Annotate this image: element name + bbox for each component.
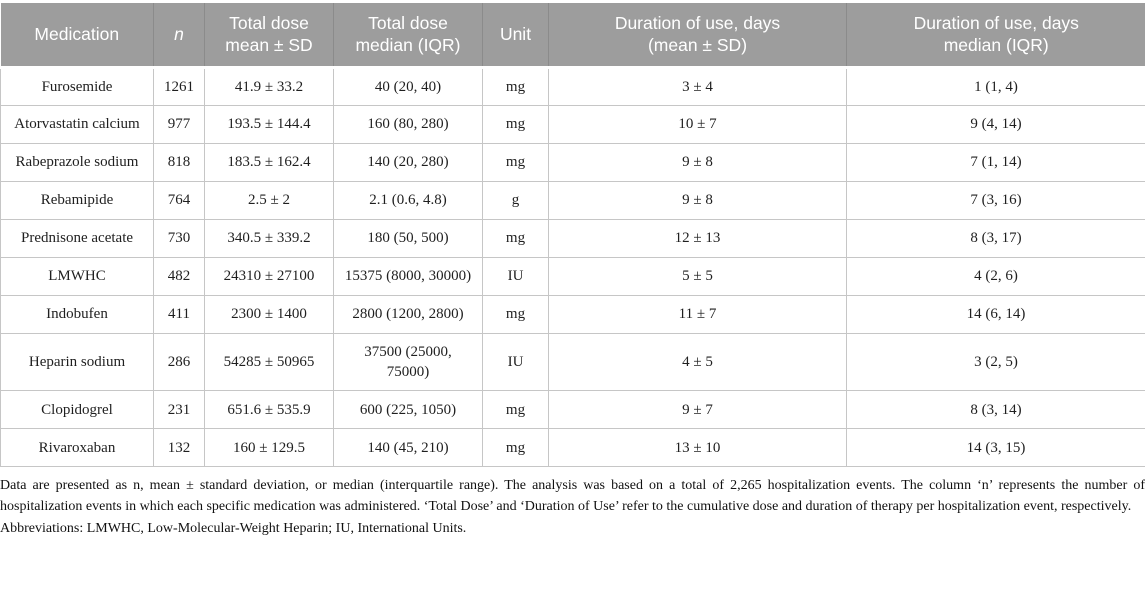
column-header-duration-median: Duration of use, days median (IQR) bbox=[846, 3, 1145, 69]
cell-total-dose-median: 140 (45, 210) bbox=[333, 428, 483, 468]
cell-medication: Rabeprazole sodium bbox=[0, 142, 154, 182]
cell-total-dose-median: 2.1 (0.6, 4.8) bbox=[333, 180, 483, 220]
cell-total-dose-mean: 651.6 ± 535.9 bbox=[204, 390, 334, 430]
cell-duration-mean: 11 ± 7 bbox=[548, 294, 847, 334]
cell-duration-median: 8 (3, 17) bbox=[846, 218, 1145, 258]
column-header-total-dose-median: Total dose median (IQR) bbox=[333, 3, 483, 69]
cell-medication: Clopidogrel bbox=[0, 390, 154, 430]
column-header-unit: Unit bbox=[482, 3, 549, 69]
table-footnotes: Data are presented as n, mean ± standard… bbox=[0, 475, 1145, 539]
cell-duration-median: 8 (3, 14) bbox=[846, 390, 1145, 430]
table-header: Medication n Total dose mean ± SD Total dos… bbox=[0, 3, 1145, 69]
table-row-heparin-sodium: Heparin sodium 286 54285 ± 50965 37500 (250… bbox=[0, 332, 1145, 392]
cell-total-dose-mean: 160 ± 129.5 bbox=[204, 428, 334, 468]
cell-total-dose-median: 600 (225, 1050) bbox=[333, 390, 483, 430]
cell-n: 818 bbox=[153, 142, 205, 182]
cell-total-dose-mean: 2300 ± 1400 bbox=[204, 294, 334, 334]
cell-total-dose-median: 2800 (1200, 2800) bbox=[333, 294, 483, 334]
cell-medication: Heparin sodium bbox=[0, 332, 154, 392]
cell-unit: mg bbox=[482, 390, 549, 430]
column-header-medication: Medication bbox=[0, 3, 154, 69]
cell-n: 730 bbox=[153, 218, 205, 258]
cell-duration-mean: 3 ± 4 bbox=[548, 66, 847, 106]
cell-duration-median: 7 (1, 14) bbox=[846, 142, 1145, 182]
table-body: Furosemide 1261 41.9 ± 33.2 40 (20, 40) mg 3 … bbox=[0, 66, 1145, 468]
cell-unit: g bbox=[482, 180, 549, 220]
table-row-atorvastatin-calcium: Atorvastatin calcium 977 193.5 ± 144.4 160 … bbox=[0, 104, 1145, 144]
cell-duration-median: 1 (1, 4) bbox=[846, 66, 1145, 106]
cell-duration-mean: 12 ± 13 bbox=[548, 218, 847, 258]
medication-usage-table-figure: Medication n Total dose mean ± SD Total dos… bbox=[0, 3, 1145, 539]
table-row-clopidogrel: Clopidogrel 231 651.6 ± 535.9 600 (225, 105… bbox=[0, 390, 1145, 430]
cell-n: 411 bbox=[153, 294, 205, 334]
table-row-lmwhc: LMWHC 482 24310 ± 27100 15375 (8000, 30000)… bbox=[0, 256, 1145, 296]
cell-total-dose-median: 37500 (25000, 75000) bbox=[333, 332, 483, 392]
cell-unit: mg bbox=[482, 218, 549, 258]
cell-medication: Rebamipide bbox=[0, 180, 154, 220]
cell-total-dose-mean: 2.5 ± 2 bbox=[204, 180, 334, 220]
cell-unit: IU bbox=[482, 256, 549, 296]
cell-duration-median: 14 (3, 15) bbox=[846, 428, 1145, 468]
medication-table: Medication n Total dose mean ± SD Total dos… bbox=[0, 3, 1145, 468]
column-header-duration-mean: Duration of use, days (mean ± SD) bbox=[548, 3, 847, 69]
cell-n: 231 bbox=[153, 390, 205, 430]
cell-total-dose-mean: 183.5 ± 162.4 bbox=[204, 142, 334, 182]
table-row-rebamipide: Rebamipide 764 2.5 ± 2 2.1 (0.6, 4.8) g 9 ± 8… bbox=[0, 180, 1145, 220]
cell-n: 132 bbox=[153, 428, 205, 468]
cell-total-dose-median: 180 (50, 500) bbox=[333, 218, 483, 258]
cell-n: 1261 bbox=[153, 66, 205, 106]
cell-unit: mg bbox=[482, 294, 549, 334]
cell-total-dose-median: 160 (80, 280) bbox=[333, 104, 483, 144]
cell-total-dose-mean: 54285 ± 50965 bbox=[204, 332, 334, 392]
cell-duration-mean: 9 ± 8 bbox=[548, 180, 847, 220]
cell-total-dose-mean: 24310 ± 27100 bbox=[204, 256, 334, 296]
cell-duration-median: 4 (2, 6) bbox=[846, 256, 1145, 296]
cell-duration-mean: 9 ± 7 bbox=[548, 390, 847, 430]
cell-unit: IU bbox=[482, 332, 549, 392]
table-footnote-note: Data are presented as n, mean ± standard… bbox=[0, 478, 1145, 515]
cell-n: 286 bbox=[153, 332, 205, 392]
column-header-n: n bbox=[153, 3, 205, 69]
cell-unit: mg bbox=[482, 104, 549, 144]
table-footnote-abbreviations: Abbreviations: LMWHC, Low-Molecular-Weig… bbox=[0, 521, 467, 537]
cell-duration-median: 7 (3, 16) bbox=[846, 180, 1145, 220]
cell-total-dose-mean: 41.9 ± 33.2 bbox=[204, 66, 334, 106]
cell-n: 482 bbox=[153, 256, 205, 296]
cell-unit: mg bbox=[482, 66, 549, 106]
cell-total-dose-median: 140 (20, 280) bbox=[333, 142, 483, 182]
cell-medication: Prednisone acetate bbox=[0, 218, 154, 258]
cell-medication: Atorvastatin calcium bbox=[0, 104, 154, 144]
table-row-prednisone-acetate: Prednisone acetate 730 340.5 ± 339.2 180 (5… bbox=[0, 218, 1145, 258]
cell-total-dose-mean: 193.5 ± 144.4 bbox=[204, 104, 334, 144]
cell-n: 977 bbox=[153, 104, 205, 144]
cell-total-dose-median: 15375 (8000, 30000) bbox=[333, 256, 483, 296]
cell-duration-median: 9 (4, 14) bbox=[846, 104, 1145, 144]
cell-total-dose-median: 40 (20, 40) bbox=[333, 66, 483, 106]
cell-duration-mean: 9 ± 8 bbox=[548, 142, 847, 182]
cell-duration-mean: 4 ± 5 bbox=[548, 332, 847, 392]
cell-unit: mg bbox=[482, 428, 549, 468]
cell-medication: LMWHC bbox=[0, 256, 154, 296]
cell-medication: Furosemide bbox=[0, 66, 154, 106]
cell-duration-mean: 13 ± 10 bbox=[548, 428, 847, 468]
cell-total-dose-mean: 340.5 ± 339.2 bbox=[204, 218, 334, 258]
table-row-furosemide: Furosemide 1261 41.9 ± 33.2 40 (20, 40) mg 3 … bbox=[0, 66, 1145, 106]
cell-medication: Rivaroxaban bbox=[0, 428, 154, 468]
cell-n: 764 bbox=[153, 180, 205, 220]
cell-duration-median: 14 (6, 14) bbox=[846, 294, 1145, 334]
table-row-indobufen: Indobufen 411 2300 ± 1400 2800 (1200, 2800)… bbox=[0, 294, 1145, 334]
cell-medication: Indobufen bbox=[0, 294, 154, 334]
cell-duration-median: 3 (2, 5) bbox=[846, 332, 1145, 392]
column-header-total-dose-mean: Total dose mean ± SD bbox=[204, 3, 334, 69]
table-row-rivaroxaban: Rivaroxaban 132 160 ± 129.5 140 (45, 210) mg… bbox=[0, 428, 1145, 468]
table-header-row: Medication n Total dose mean ± SD Total dos… bbox=[0, 3, 1145, 69]
cell-unit: mg bbox=[482, 142, 549, 182]
cell-duration-mean: 5 ± 5 bbox=[548, 256, 847, 296]
cell-duration-mean: 10 ± 7 bbox=[548, 104, 847, 144]
table-row-rabeprazole-sodium: Rabeprazole sodium 818 183.5 ± 162.4 140 (2… bbox=[0, 142, 1145, 182]
